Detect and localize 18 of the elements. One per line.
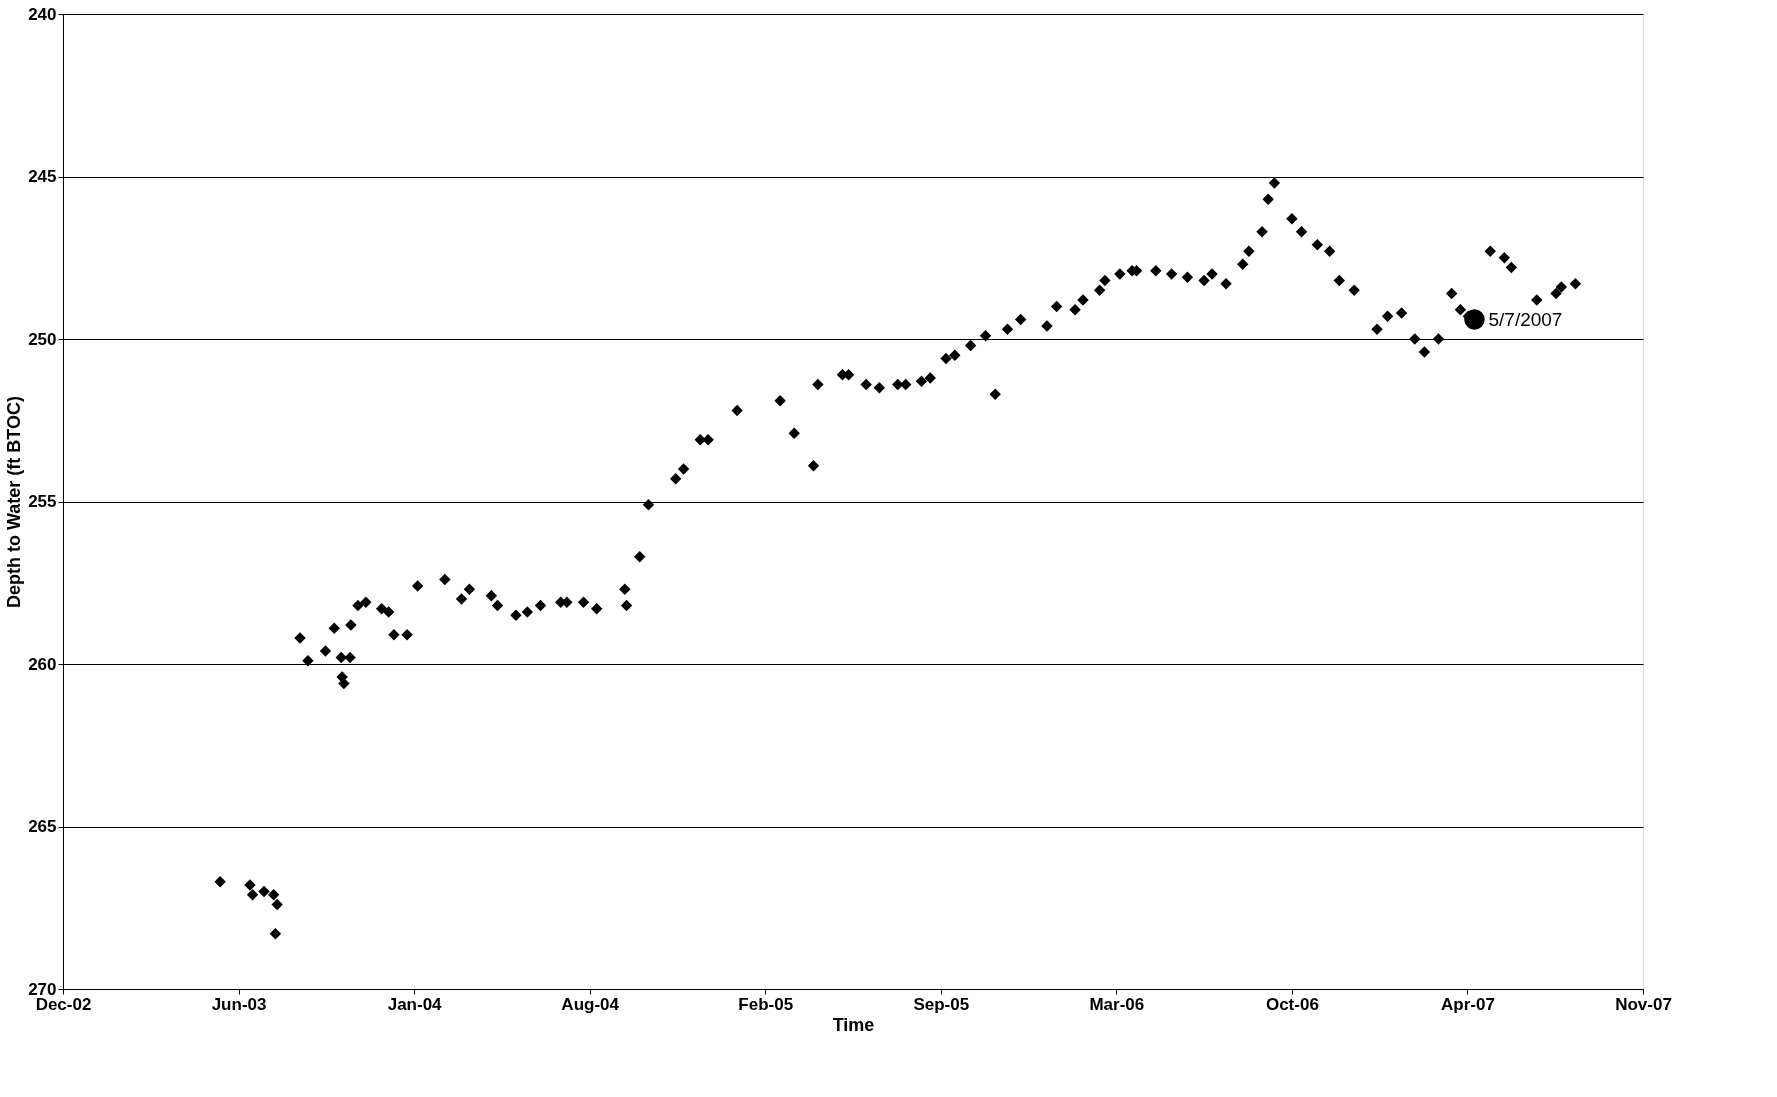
x-tick-label: Mar-06	[1089, 994, 1145, 1014]
x-axis-title: Time	[832, 1014, 875, 1035]
y-tick-label: 260	[28, 654, 57, 674]
y-tick-label: 240	[28, 4, 57, 24]
annotation: 5/7/2007	[1488, 308, 1563, 330]
x-tick-label: Feb-05	[738, 994, 794, 1014]
y-tick-label: 265	[28, 817, 57, 836]
x-tick-label: Jan-04	[387, 994, 443, 1014]
x-tick-label: Jun-03	[211, 994, 267, 1014]
x-tick-label: Oct-06	[1265, 994, 1319, 1014]
y-axis-title: Depth to Water (ft BTOC)	[4, 396, 25, 608]
x-tick-label: Sep-05	[913, 994, 970, 1014]
y-tick-label: 250	[28, 329, 57, 349]
x-tick-label: Apr-07	[1441, 994, 1495, 1014]
y-tick-label: 255	[28, 492, 57, 511]
y-tick-label: 245	[28, 167, 57, 186]
x-tick-label: Nov-07	[1615, 994, 1672, 1014]
x-tick-label: Aug-04	[561, 994, 620, 1014]
